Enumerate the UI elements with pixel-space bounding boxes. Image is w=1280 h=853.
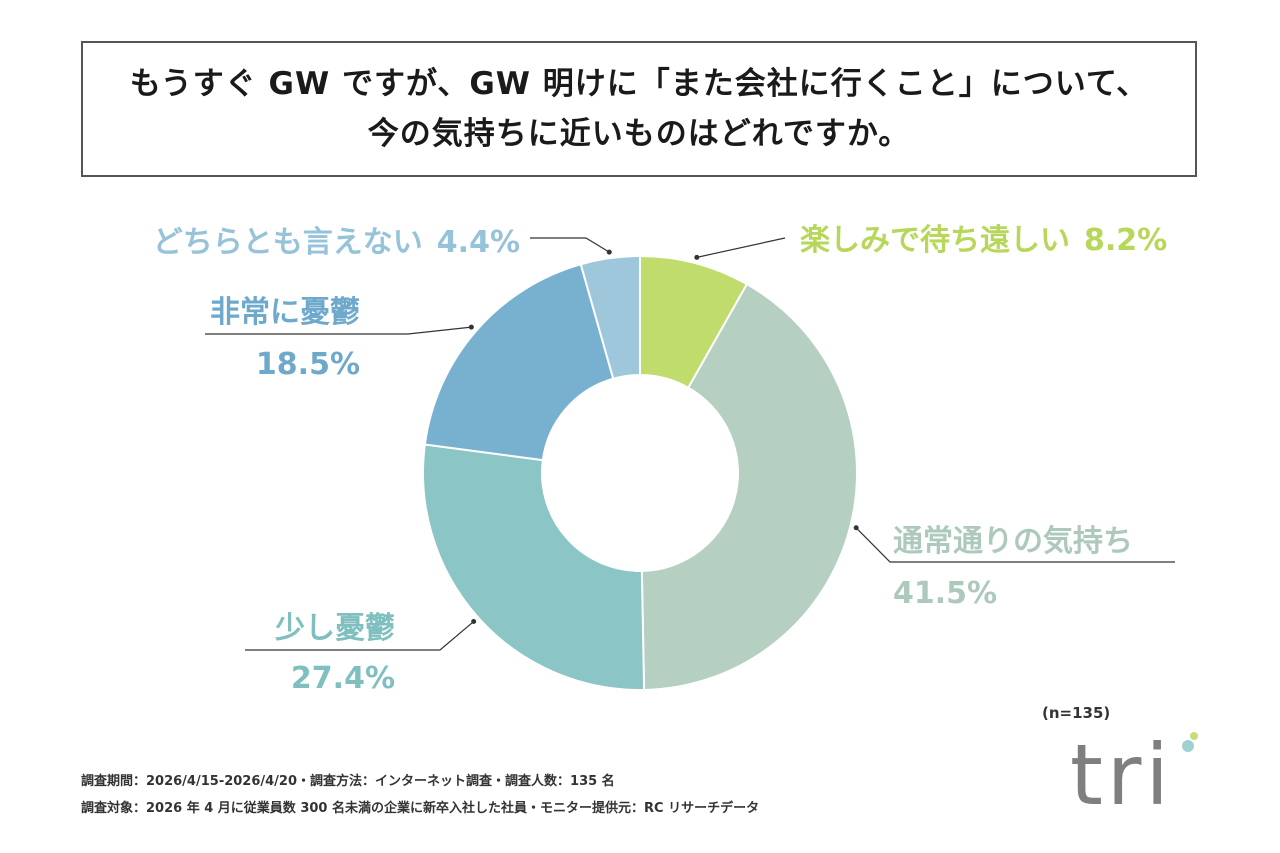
leader-dot-tanoshimi	[694, 254, 700, 260]
label-sukoshi-value: 27.4%	[291, 661, 395, 696]
slice-labels: 楽しみで待ち遠しい 8.2% 通常通りの気持ち 41.5% 少し憂鬱 27.4% …	[153, 223, 1167, 696]
label-tanoshimi: 楽しみで待ち遠しい 8.2%	[800, 223, 1167, 258]
label-tanoshimi-value: 8.2%	[1084, 223, 1167, 258]
title-line-1: もうすぐ GW ですが、GW 明けに「また会社に行くこと」について、	[129, 66, 1149, 102]
donut-slices	[422, 254, 858, 691]
survey-note-2: 調査対象：2026 年 4 月に従業員数 300 名未満の企業に新卒入社した社員…	[81, 801, 760, 816]
leader-dot-tsujo	[853, 525, 859, 531]
label-sukoshi-name: 少し憂鬱	[275, 611, 395, 646]
title-line-2: 今の気持ちに近いものはどれですか。	[367, 116, 911, 152]
label-hijo-value: 18.5%	[256, 347, 360, 382]
label-tsujo-value: 41.5%	[893, 576, 997, 611]
label-tanoshimi-name: 楽しみで待ち遠しい	[800, 223, 1070, 258]
survey-note-1: 調査期間：2026/4/15-2026/4/20・調査方法：インターネット調査・…	[81, 774, 615, 789]
sample-size: (n=135)	[1042, 704, 1111, 722]
tri-logo: tri	[1070, 730, 1200, 820]
leader-dot-sukoshi	[471, 619, 477, 625]
leader-tsujo	[855, 527, 1175, 563]
logo-text: tri	[1070, 726, 1173, 824]
slice-hijo	[423, 263, 615, 462]
label-tsujo-name: 通常通りの気持ち	[893, 524, 1133, 559]
label-dochira-value: 4.4%	[437, 225, 520, 260]
label-dochira: どちらとも言えない 4.4%	[153, 225, 520, 260]
leader-dochira	[530, 237, 610, 253]
leader-tanoshimi	[696, 237, 786, 258]
logo-dot-icon	[1182, 740, 1194, 752]
leader-hijo	[205, 326, 472, 335]
leader-dot-dochira	[606, 249, 612, 255]
slice-dochira	[579, 254, 641, 380]
slice-sukoshi	[422, 443, 646, 691]
leader-sukoshi	[245, 621, 475, 651]
title-box: もうすぐ GW ですが、GW 明けに「また会社に行くこと」について、 今の気持ち…	[81, 41, 1197, 177]
leader-dot-hijo	[468, 324, 474, 330]
label-hijo-name: 非常に憂鬱	[210, 295, 360, 330]
label-dochira-name: どちらとも言えない	[153, 225, 423, 260]
logo-dot-small-icon	[1190, 732, 1198, 740]
slice-tsujo	[640, 282, 858, 691]
leader-lines	[205, 237, 1175, 651]
